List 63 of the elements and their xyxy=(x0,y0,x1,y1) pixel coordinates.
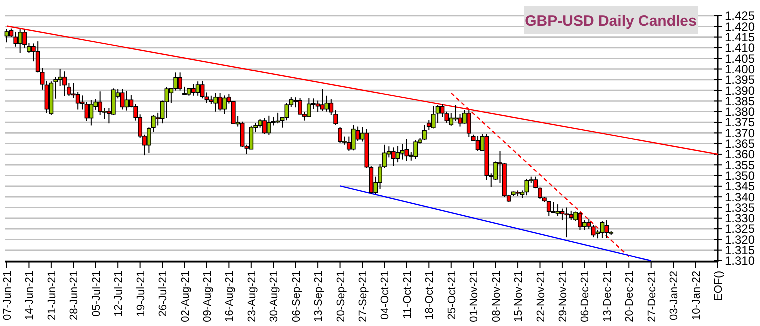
x-tick-label: 28-Jun-21 xyxy=(68,271,81,321)
x-tick-label: 11-Oct-21 xyxy=(402,271,414,320)
x-tick-label: 25-Oct-21 xyxy=(446,271,458,320)
candlestick xyxy=(476,136,480,152)
x-tick-label: 08-Nov-21 xyxy=(490,271,503,322)
x-tick-label: EOF() xyxy=(713,271,725,301)
candlestick xyxy=(196,81,200,96)
x-tick-label: 06-Dec-21 xyxy=(580,271,592,322)
x-tick-label: 26-Jul-21 xyxy=(158,271,170,317)
candlestick xyxy=(400,144,405,160)
x-tick-label: 03-Jan-22 xyxy=(668,271,681,321)
candlestick xyxy=(524,178,530,196)
x-tick-label: 27-Sep-21 xyxy=(358,271,370,322)
candlestick xyxy=(404,138,410,162)
x-tick-label: 10-Jan-22 xyxy=(690,271,703,321)
candlestick xyxy=(76,92,80,110)
x-tick-label: 22-Nov-21 xyxy=(535,271,548,322)
candlestick xyxy=(591,224,596,238)
candlestick xyxy=(440,104,445,118)
candlestick xyxy=(422,124,427,140)
candlestick xyxy=(204,92,210,104)
candlestick xyxy=(14,31,18,48)
candlestick xyxy=(4,28,10,44)
candlestick xyxy=(604,220,610,238)
x-tick-label: 13-Sep-21 xyxy=(313,271,326,322)
x-tick-label: 09-Aug-21 xyxy=(202,271,214,322)
candlestick xyxy=(240,121,245,148)
x-tick-label: 18-Oct-21 xyxy=(424,271,436,320)
x-tick-label: 27-Dec-21 xyxy=(646,271,658,322)
candlestick xyxy=(396,146,400,164)
candlestick xyxy=(200,80,205,100)
x-tick-label: 15-Nov-21 xyxy=(513,271,526,322)
x-tick-label: 29-Nov-21 xyxy=(557,271,570,322)
x-tick-label: 04-Oct-21 xyxy=(380,271,392,320)
x-tick-label: 01-Nov-21 xyxy=(468,271,481,322)
x-tick-label: 19-Jul-21 xyxy=(135,271,148,317)
candlestick xyxy=(564,207,570,238)
candlestick xyxy=(556,204,560,217)
x-tick-label: 20-Sep-21 xyxy=(335,271,348,322)
x-tick-label: 30-Aug-21 xyxy=(268,271,281,322)
x-tick-label: 23-Aug-21 xyxy=(246,271,258,322)
candlestick xyxy=(466,110,472,138)
candlestick xyxy=(89,100,94,126)
candlestick xyxy=(320,89,325,112)
x-tick-label: 13-Dec-21 xyxy=(602,271,614,322)
candlestick xyxy=(164,86,170,119)
x-tick-label: 20-Dec-21 xyxy=(624,271,636,322)
candlestick xyxy=(600,220,605,238)
candlestick xyxy=(284,102,290,122)
chart-title: GBP-USD Daily Candles xyxy=(525,13,697,30)
x-tick-label: 05-Jul-21 xyxy=(90,271,103,317)
candlestick xyxy=(84,102,90,122)
candlestick xyxy=(120,88,125,110)
x-tick-label: 07-Jun-21 xyxy=(2,271,14,321)
x-tick-label: 14-Jun-21 xyxy=(24,271,36,321)
candlestick xyxy=(276,112,280,124)
x-tick-label: 12-Jul-21 xyxy=(113,271,126,317)
candlestick xyxy=(431,106,436,130)
x-tick-label: 06-Sep-21 xyxy=(290,271,303,322)
x-tick-label: 02-Aug-21 xyxy=(180,271,192,322)
x-tick-label: 21-Jun-21 xyxy=(46,271,58,321)
x-tick-label: 16-Aug-21 xyxy=(224,271,236,322)
candlestick xyxy=(560,208,565,222)
